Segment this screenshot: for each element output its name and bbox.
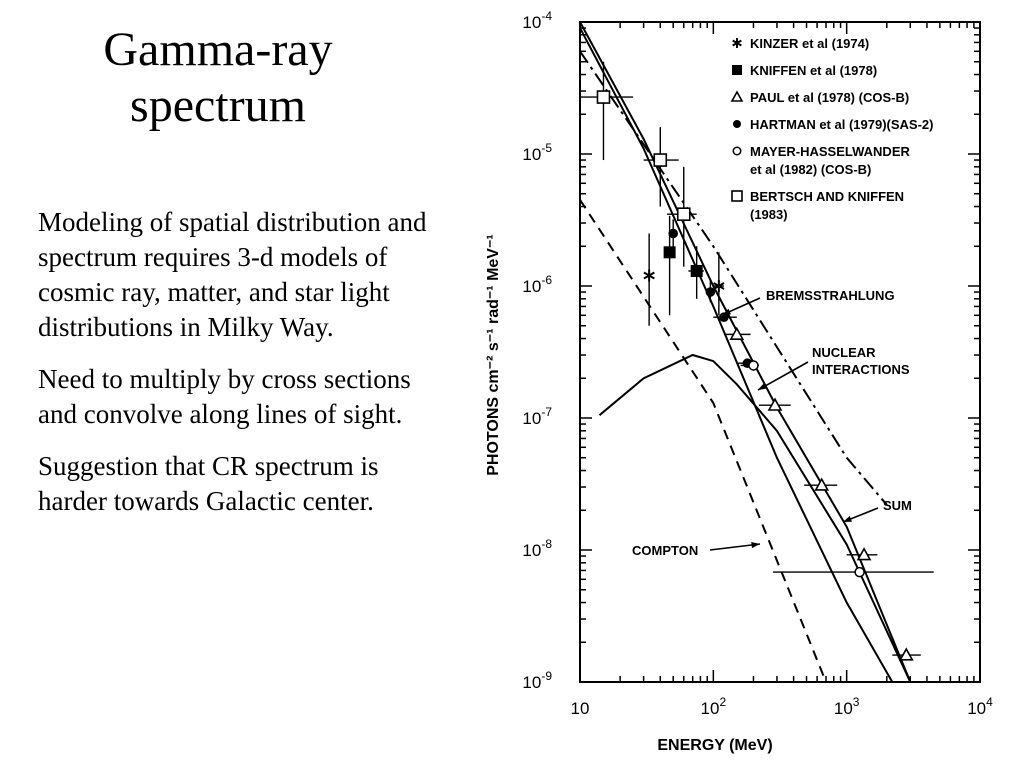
legend-entry: PAUL et al (1978) (COS-B): [730, 90, 909, 105]
data-point: [846, 547, 878, 561]
data-point: [758, 397, 791, 411]
x-axis-title: ENERGY (MeV): [657, 737, 772, 754]
circle-marker: [732, 146, 742, 156]
legend-label: PAUL et al (1978) (COS-B): [750, 90, 909, 105]
data-point: [643, 233, 655, 326]
square-marker: [676, 207, 691, 221]
model-curves: [580, 22, 912, 682]
tick-labels: 10 102 103 104 10-4 10-5 10-6 10-7 10-8 10-9: [522, 9, 993, 718]
square-marker: [653, 153, 668, 167]
triangle-marker: [730, 90, 744, 102]
legend-entry: MAYER-HASSELWANDER et al (1982) (COS-B): [732, 144, 910, 177]
legend-label: BERTSCH AND KNIFFEN: [750, 189, 904, 204]
data-point: [740, 360, 759, 371]
triangle-marker: [814, 477, 830, 491]
gamma-ray-spectrum-chart: 10 102 103 104 10-4 10-5 10-6 10-7 10-8 10-9 KINZ…: [485, 9, 993, 754]
title-line-1: Gamma-ray: [103, 23, 333, 76]
legend: KINZER et al (1974) KNIFFEN et al (1978) P…: [730, 36, 933, 222]
arrowhead: [722, 308, 731, 315]
data-point: [713, 312, 737, 323]
annotation-arrow: [757, 361, 809, 391]
y-tick-label: 10-5: [522, 141, 552, 164]
data-point: [804, 477, 838, 491]
x-tick-label: 102: [701, 695, 727, 718]
arrowhead: [843, 515, 852, 522]
plot-frame: [579, 21, 981, 683]
slide-title: Gamma-ray spectrum: [28, 22, 408, 134]
triangle-marker: [898, 647, 914, 661]
y-tick-label: 10-9: [522, 669, 552, 692]
asterisk-stroke: [713, 282, 725, 290]
data-point: [713, 252, 725, 316]
y-tick-label: 10-4: [522, 9, 552, 32]
plot-border: [579, 21, 981, 683]
square-marker: [596, 90, 611, 104]
data-point: [772, 566, 934, 578]
circle-marker: [733, 120, 741, 128]
square-marker: [690, 264, 703, 277]
data-point: [667, 166, 697, 267]
data-points: [580, 61, 934, 661]
bullet-list: Modeling of spatial distribution and spe…: [38, 205, 430, 536]
curve-annotations: BREMSSTRAHLUNG NUCLEAR INTERACTIONS SUM COMP…: [632, 288, 912, 558]
square-marker: [732, 65, 742, 75]
data-point: [723, 326, 751, 340]
annotation-label: NUCLEAR: [812, 345, 876, 360]
circle-marker: [854, 566, 865, 578]
legend-label: MAYER-HASSELWANDER: [750, 144, 910, 159]
legend-label-cont: (1983): [750, 207, 788, 222]
data-point: [892, 647, 921, 661]
legend-label: HARTMAN et al (1979)(SAS-2): [750, 117, 933, 132]
x-tick-label: 103: [834, 695, 860, 718]
y-axis-title: PHOTONS cm⁻² s⁻¹ rad⁻¹ MeV⁻¹: [485, 234, 502, 476]
arrowhead: [751, 541, 760, 549]
annotation-label: INTERACTIONS: [812, 362, 910, 377]
x-tick-label: 10: [571, 699, 590, 718]
legend-entry: KNIFFEN et al (1978): [732, 63, 877, 78]
annotation-label: COMPTON: [632, 543, 698, 558]
arrowhead: [758, 383, 767, 390]
y-tick-label: 10-7: [522, 405, 552, 428]
data-point: [705, 280, 716, 303]
curve-nuclear-interactions: [598, 353, 912, 682]
y-tick-label: 10-8: [522, 537, 552, 560]
y-tick-label: 10-6: [522, 273, 552, 296]
title-line-2: spectrum: [130, 79, 306, 132]
bullet-1: Modeling of spatial distribution and spe…: [38, 207, 427, 342]
triangle-marker: [856, 547, 872, 561]
triangle-marker: [729, 326, 745, 340]
data-point: [643, 127, 679, 207]
data-point: [688, 246, 704, 299]
legend-label-cont: et al (1982) (COS-B): [750, 162, 871, 177]
circle-marker: [668, 228, 678, 239]
annotation-label: SUM: [883, 498, 912, 513]
circle-marker: [719, 312, 729, 323]
x-tick-label: 104: [967, 695, 993, 718]
asterisk-stroke: [732, 39, 742, 47]
square-marker: [663, 246, 676, 259]
annotation-label: BREMSSTRAHLUNG: [766, 288, 895, 303]
asterisk-stroke: [643, 271, 655, 280]
bullet-2: Need to multiply by cross sections and c…: [38, 364, 411, 429]
square-marker: [731, 190, 743, 202]
axis-ticks: [579, 22, 980, 683]
curve-sum: [580, 22, 912, 682]
legend-entry: BERTSCH AND KNIFFEN (1983): [731, 189, 904, 222]
data-point: [668, 219, 678, 253]
circle-marker: [748, 360, 759, 371]
legend-label: KNIFFEN et al (1978): [750, 63, 877, 78]
data-point: [580, 61, 634, 161]
curve-compton-upper-: [580, 50, 888, 506]
legend-label: KINZER et al (1974): [750, 36, 869, 51]
legend-entry: HARTMAN et al (1979)(SAS-2): [733, 117, 933, 132]
legend-entry: KINZER et al (1974): [732, 36, 869, 51]
bullet-3: Suggestion that CR spectrum is harder to…: [38, 451, 379, 516]
circle-marker: [705, 287, 716, 297]
triangle-marker: [767, 397, 783, 411]
curve-compton: [580, 199, 827, 682]
